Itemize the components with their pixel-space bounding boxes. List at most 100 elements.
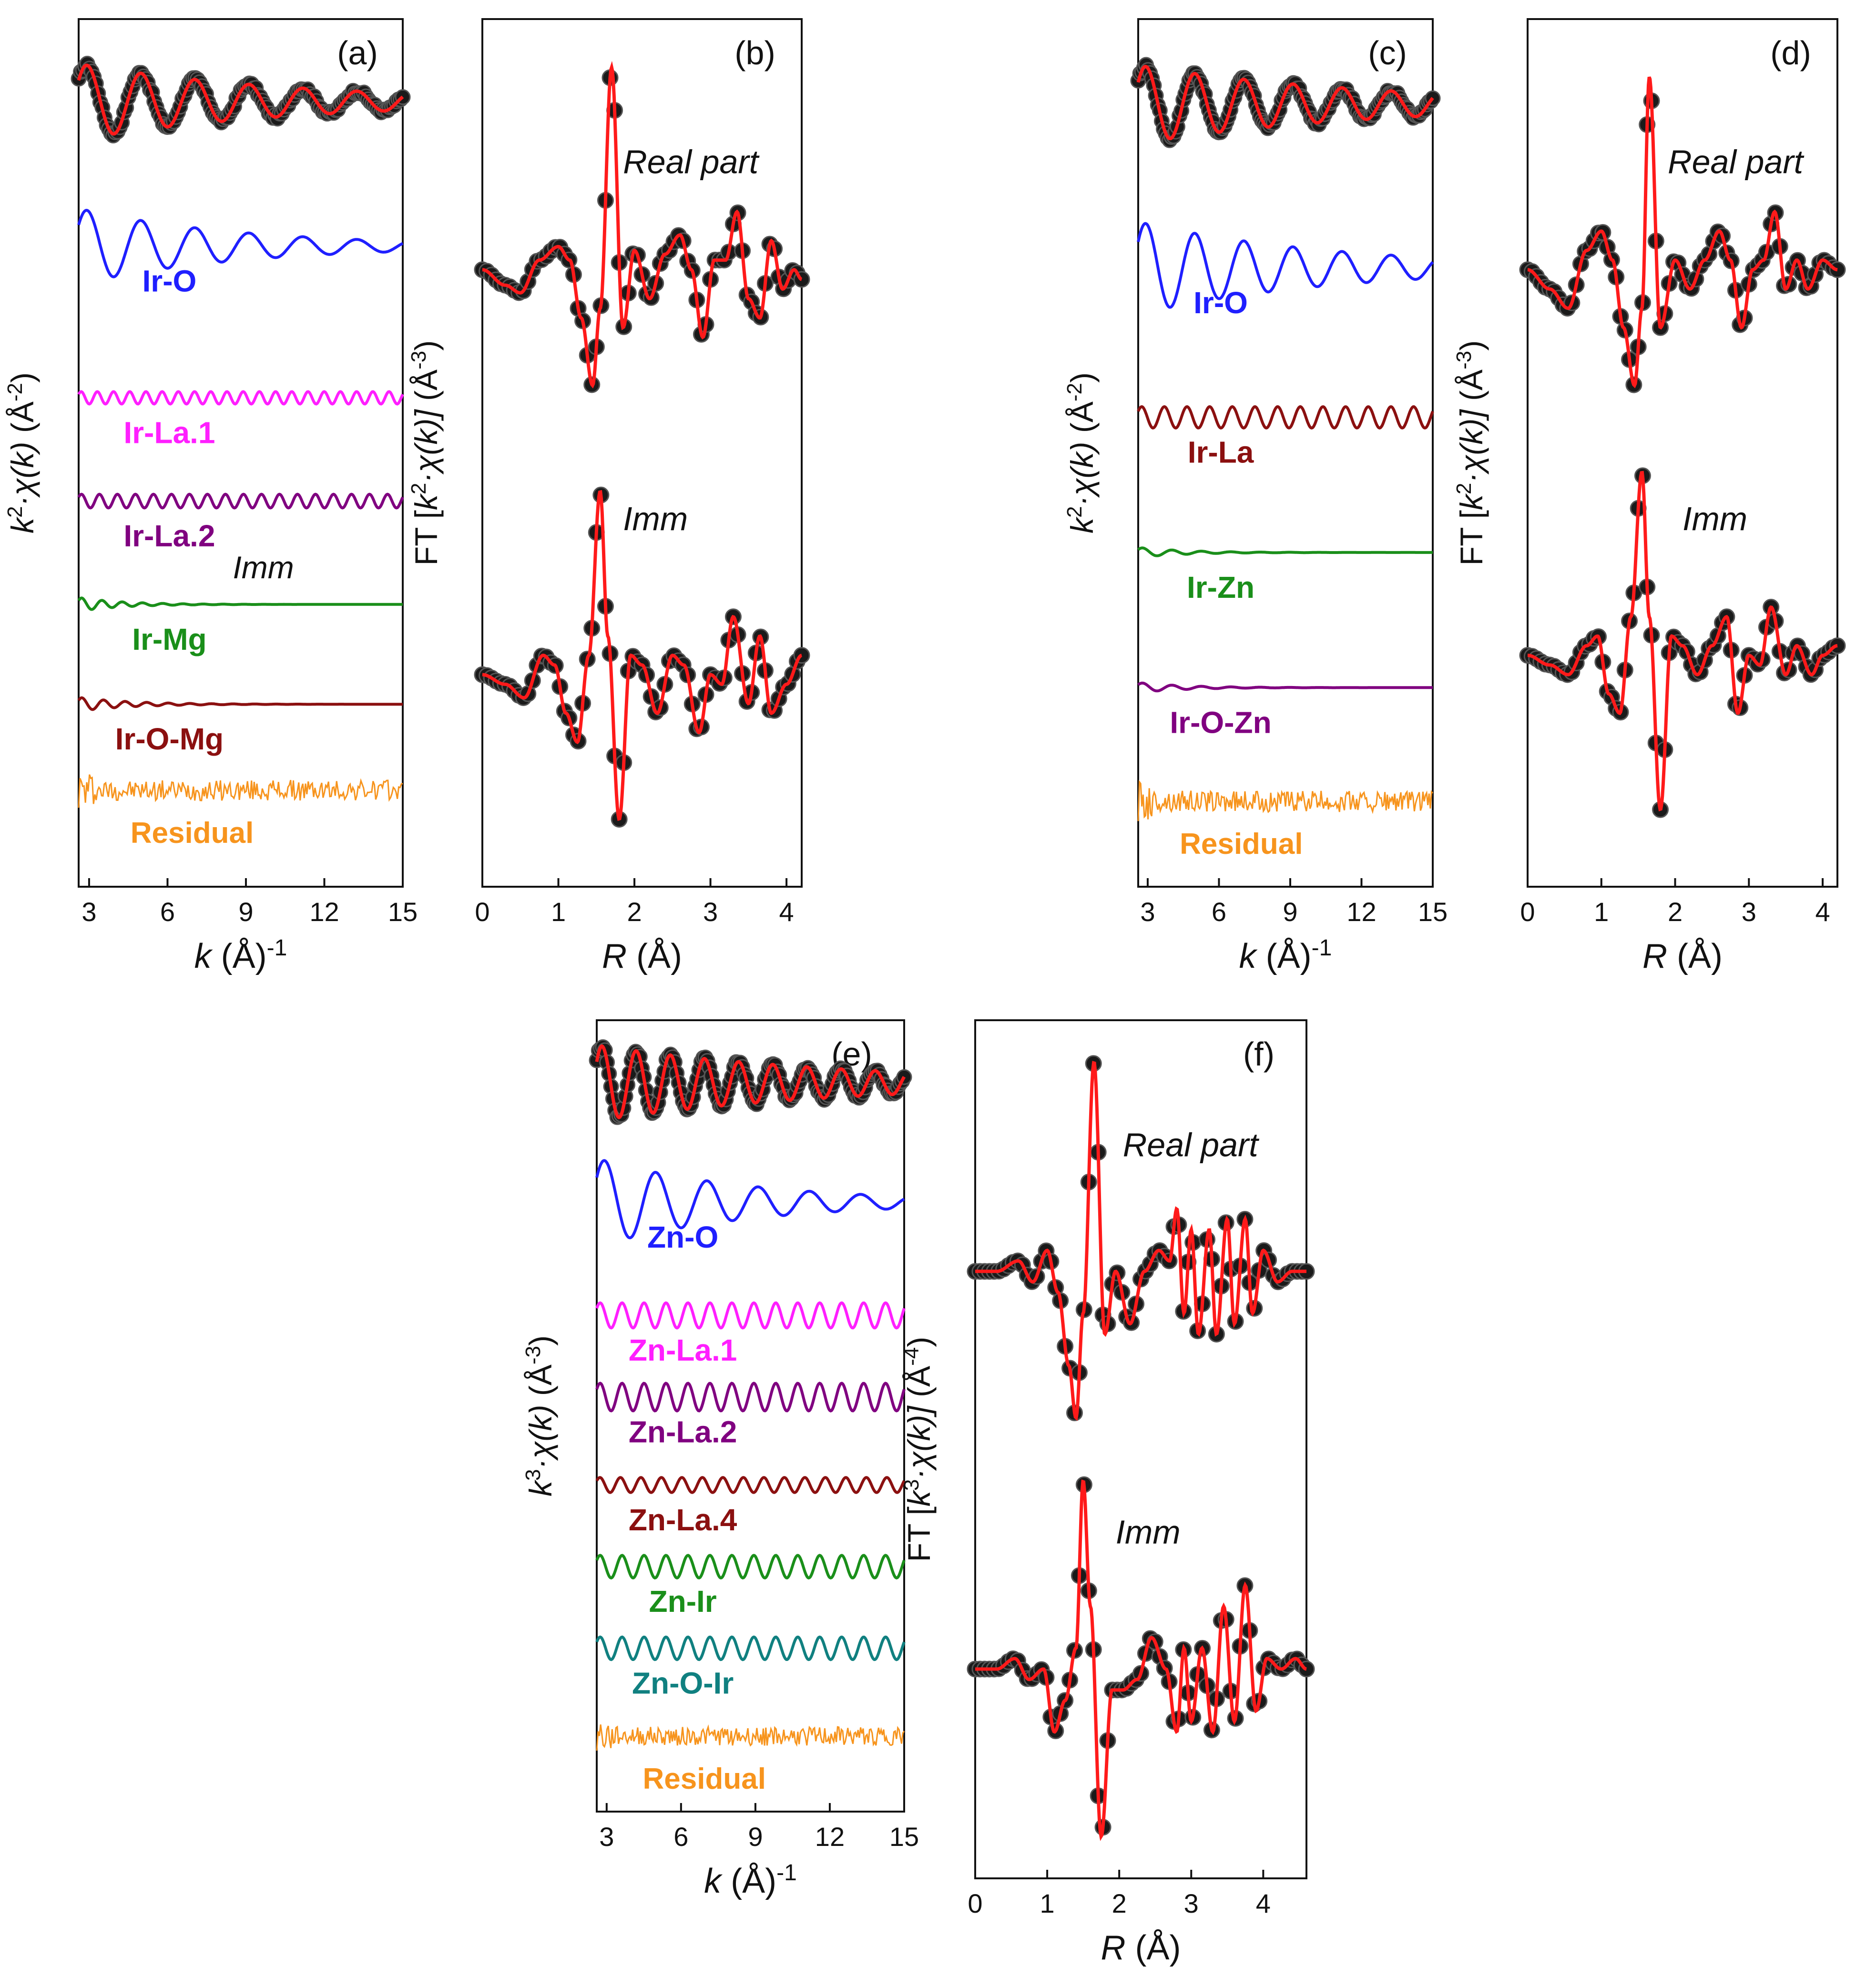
panel-a-xlabel-exp: -1 [267,935,287,961]
panel-e-ylabel: k3·χ(k) (Å-3) [521,1335,558,1496]
panel-d-annotation-1: Imm [1683,500,1747,537]
panel-e-xtick-label-4: 15 [889,1822,919,1852]
panel-e-series-zn-la-2-label: Zn-La.2 [629,1414,737,1449]
panel-f-xlabel-unit: (Å) [1126,1929,1181,1967]
panel-d-xtick-label-4: 4 [1815,897,1830,927]
panel-f-xlabel: R (Å) [1101,1929,1181,1967]
panel-c-ylabel-pre-exp: 2 [1063,506,1086,517]
panel-e-series-residual-line [596,1724,905,1751]
panel-a-note: Imm [233,550,294,585]
panel-c-ylabel-close: ) [1064,372,1100,383]
panel-b-xtick-label-0: 0 [475,897,489,927]
panel-c-frame [1137,18,1434,888]
panel-b-series-imm-fit-line [482,490,802,821]
panel-a-xtick-label-0: 3 [82,897,96,927]
panel-b: 0 1 2 3 4(b)R (Å)FT [k2·χ(k)] (Å-3)Real part… [407,18,810,975]
panel-d-ylabel-unit: (Å [1454,369,1489,410]
panel-a-series-ir-o-mg-line [77,696,403,711]
panel-c-xtick-label-0: 3 [1140,897,1155,927]
panel-f-ylabel-unit-exp: -4 [900,1347,923,1366]
panel-a-series-ir-o-label: Ir-O [143,264,197,298]
panel-a-xlabel-var: k [194,937,214,975]
panel-c-ylabel-pre: k [1064,516,1100,533]
panel-e-series-zn-la-4-line [595,1476,906,1494]
panel-e-series-zn-la-1-line [595,1301,906,1330]
panel-c: 3 6 9 12 15(c)k (Å)-1k2·χ(k) (Å-2)Ir-OIr-LaI… [1063,18,1448,975]
panel-b-xtick-label-4: 4 [779,897,794,927]
panel-a-ylabel-close: ) [5,372,40,383]
panel-c-series-ir-o-label: Ir-O [1193,286,1248,320]
panel-e-ylabel-unit: (Å [523,1364,558,1404]
panel-f-xtick-label-2: 2 [1112,1888,1127,1918]
panel-a: 3 6 9 12 15(a)k (Å)-1k2·χ(k) (Å-2)Ir-OIr-La.… [3,18,418,975]
panel-b-xlabel-var: R [602,937,627,975]
panel-e-series-zn-o-label: Zn-O [647,1220,718,1254]
panel-c-series-data-fit-line [1136,64,1434,141]
panel-d-ylabel-pre-exp: 2 [1452,483,1476,494]
panel-b-xtick-label-2: 2 [627,897,642,927]
panel-f: 0 1 2 3 4(f)R (Å)FT [k3·χ(k)] (Å-4)Real part… [900,1019,1315,1967]
panel-e-series-zn-o-line [595,1159,905,1240]
panel-e-xlabel-unit: (Å) [721,1862,776,1900]
panel-c-xlabel-unit: (Å) [1256,937,1312,975]
panel-c-series-ir-zn-line [1137,546,1433,557]
panel-e-ylabel-pre: k [523,1479,558,1496]
panel-e-xlabel: k (Å)-1 [704,1860,797,1900]
panel-a-ylabel-func: ·χ(k) [5,442,40,506]
panel-c-series-residual-label: Residual [1180,828,1303,861]
panel-d-xtick-label-1: 1 [1594,897,1609,927]
panel-a-frame [78,18,404,888]
panel-b-annotation-1: Imm [623,500,688,537]
panel-e-frame [596,1019,905,1813]
panel-a-xtick-label-3: 12 [309,897,339,927]
panel-b-ylabel-unit-exp: -3 [407,351,430,369]
panel-a-series-ir-la-1-line [77,390,404,406]
panel-d-ylabel: FT [k2·χ(k)] (Å-3) [1452,340,1489,565]
panel-f-ylabel-close: ) [901,1337,937,1347]
panel-e-series-zn-o-ir-label: Zn-O-Ir [632,1666,734,1700]
panel-a-series-ir-mg-line [77,596,403,611]
panel-f-ylabel-unit: (Å [901,1366,937,1406]
panel-a-xtick-label-2: 9 [238,897,253,927]
panel-b-ylabel-close: ) [408,340,444,351]
panel-a-xlabel: k (Å)-1 [194,935,287,975]
panel-b-ylabel-func: ·χ(k)] [408,409,444,483]
panel-e-series-zn-ir-line [595,1554,906,1580]
panel-f-ylabel-pre-exp: 3 [900,1479,923,1491]
panel-c-ylabel-unit: (Å [1064,401,1100,441]
panel-a-series-data-fit-line [77,63,404,136]
panel-e-series-zn-la-4-label: Zn-La.4 [629,1503,737,1537]
panel-f-annotation-0: Real part [1123,1126,1260,1163]
panel-a-series-residual-line [78,774,403,808]
panel-f-annotation-1: Imm [1116,1514,1181,1551]
panel-a-ylabel-pre-exp: 2 [3,506,27,517]
panel-f-xtick-label-0: 0 [968,1888,982,1918]
panel-c-series-ir-o-line [1137,222,1434,309]
panel-e-xlabel-var: k [704,1862,723,1900]
panel-c-series-ir-o-zn-line [1137,681,1433,693]
panel-e-series-zn-ir-label: Zn-Ir [649,1584,717,1619]
panel-d-series-imm-fit-line [1528,471,1838,811]
panel-e-xlabel-exp: -1 [776,1860,797,1886]
panel-d-annotation-0: Real part [1668,143,1805,181]
panel-c-series-ir-la-label: Ir-La [1188,435,1254,469]
panel-f-ylabel-pre: FT [ [901,1506,937,1562]
panel-c-ylabel-func: ·χ(k) [1064,442,1100,506]
panel-c-xtick-label-1: 6 [1212,897,1226,927]
panel-a-series-ir-mg-label: Ir-Mg [132,622,206,656]
panel-b-ylabel-pre: FT [ [408,510,444,565]
panel-d-ylabel-k: k [1454,493,1489,510]
panel-e-ylabel-func: ·χ(k) [523,1405,558,1469]
panel-e-series-zn-la-1-label: Zn-La.1 [629,1333,737,1367]
panel-b-xtick-label-3: 3 [703,897,718,927]
panel-a-xtick-label-4: 15 [388,897,418,927]
panel-c-series-ir-o-zn-label: Ir-O-Zn [1170,705,1271,739]
panel-e-xtick-label-3: 12 [815,1822,845,1852]
panel-d-ylabel-pre: FT [ [1454,510,1489,565]
panel-f-xtick-label-3: 3 [1184,1888,1199,1918]
panel-d-xlabel-var: R [1642,937,1667,975]
panel-f-frame [974,1019,1307,1879]
panel-b-xtick-label-1: 1 [551,897,566,927]
panel-b-frame [481,18,803,888]
